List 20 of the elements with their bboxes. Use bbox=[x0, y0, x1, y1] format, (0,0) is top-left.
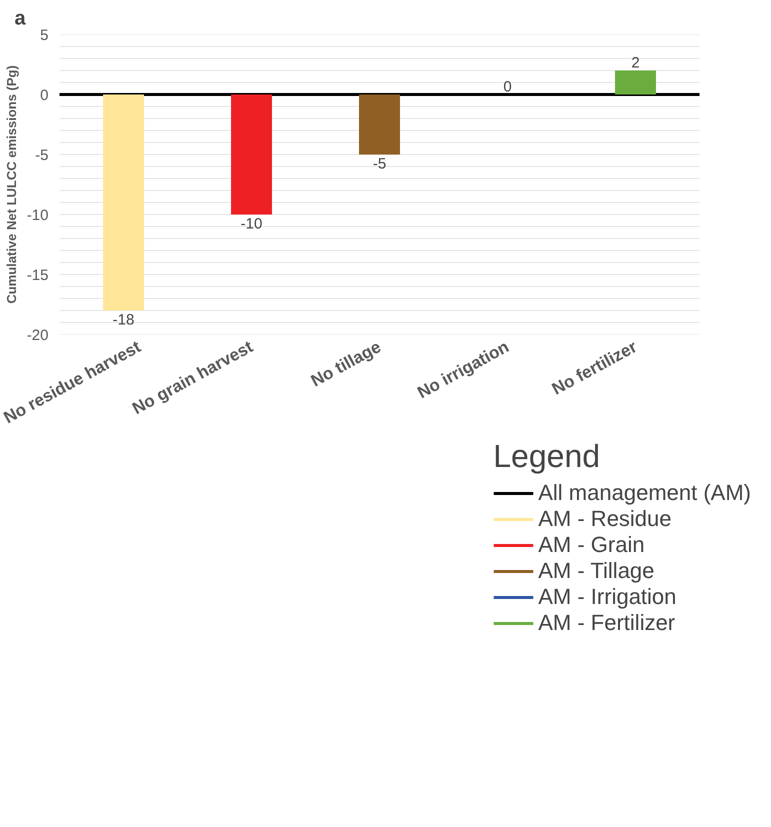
data-label: 2 bbox=[631, 54, 640, 72]
legend-label: AM - Residue bbox=[538, 506, 672, 532]
y-tick-label: -15 bbox=[26, 267, 49, 284]
y-tick-label: -5 bbox=[35, 147, 49, 164]
data-label: -5 bbox=[372, 156, 386, 172]
legend-label: AM - Fertilizer bbox=[538, 610, 676, 636]
y-tick-label: 0 bbox=[40, 87, 48, 104]
y-tick-label: -10 bbox=[26, 207, 49, 224]
legend-label: AM - Grain bbox=[538, 532, 645, 558]
legend-label: AM - Tillage bbox=[538, 558, 654, 584]
data-label: 0 bbox=[503, 78, 512, 96]
data-label: -18 bbox=[112, 312, 134, 328]
y-tick-label: 5 bbox=[40, 27, 48, 44]
y-axis-title: Cumulative Net LULCC emissions (Pg) bbox=[4, 65, 19, 304]
y-tick-label: -20 bbox=[26, 327, 49, 344]
data-label: -10 bbox=[240, 216, 262, 232]
legend-label: All management (AM) bbox=[538, 480, 751, 506]
legend-title: Legend bbox=[493, 438, 602, 475]
text: a bbox=[14, 8, 26, 30]
legend-label: AM - Irrigation bbox=[538, 584, 676, 610]
